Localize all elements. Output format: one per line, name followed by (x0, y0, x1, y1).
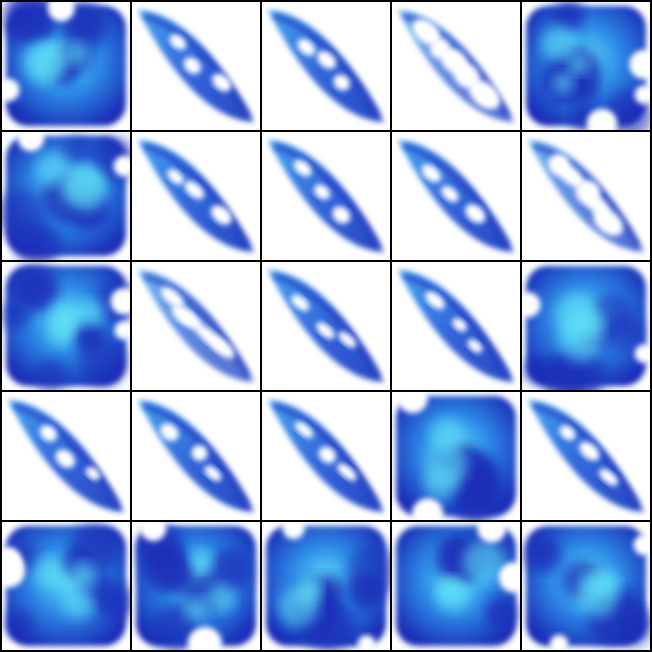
image-tile (2, 132, 130, 260)
image-tile (132, 262, 260, 390)
image-tile (262, 262, 390, 390)
image-tile (132, 522, 260, 650)
image-tile (262, 392, 390, 520)
tile-image (268, 400, 384, 512)
image-tile (522, 522, 650, 650)
tile-image (398, 140, 514, 252)
tile-image (522, 266, 650, 390)
tile-image (398, 270, 514, 382)
tile-image (268, 270, 384, 382)
tile-image (2, 265, 130, 390)
tile-image (138, 400, 254, 512)
tile-image (2, 132, 130, 260)
tile-image (136, 522, 256, 650)
image-tile (392, 262, 520, 390)
image-tile (392, 522, 520, 650)
image-tile (2, 522, 130, 650)
image-tile (262, 522, 390, 650)
tile-image (138, 10, 254, 122)
image-tile (2, 392, 130, 520)
tile-image (524, 526, 650, 650)
image-tile (522, 132, 650, 260)
image-tile (522, 392, 650, 520)
tile-image (266, 522, 390, 650)
tile-image (2, 2, 126, 126)
image-tile (262, 132, 390, 260)
image-tile (522, 2, 650, 130)
image-tile (2, 262, 130, 390)
tile-image (528, 140, 644, 252)
tile-image (268, 140, 384, 252)
image-tile (392, 2, 520, 130)
image-tile (2, 2, 130, 130)
tile-image (398, 10, 514, 122)
tile-image (526, 2, 650, 130)
tile-image (396, 392, 516, 520)
tile-image (528, 400, 644, 512)
tile-image (268, 10, 384, 122)
image-tile (392, 132, 520, 260)
image-tile (392, 392, 520, 520)
tile-image (2, 523, 130, 646)
image-tile (132, 132, 260, 260)
image-tile (132, 2, 260, 130)
tile-image (138, 270, 254, 382)
image-tile (262, 2, 390, 130)
tile-image (8, 400, 124, 512)
tile-image (138, 140, 254, 252)
image-tile (522, 262, 650, 390)
image-tile (132, 392, 260, 520)
tile-image (396, 522, 520, 646)
